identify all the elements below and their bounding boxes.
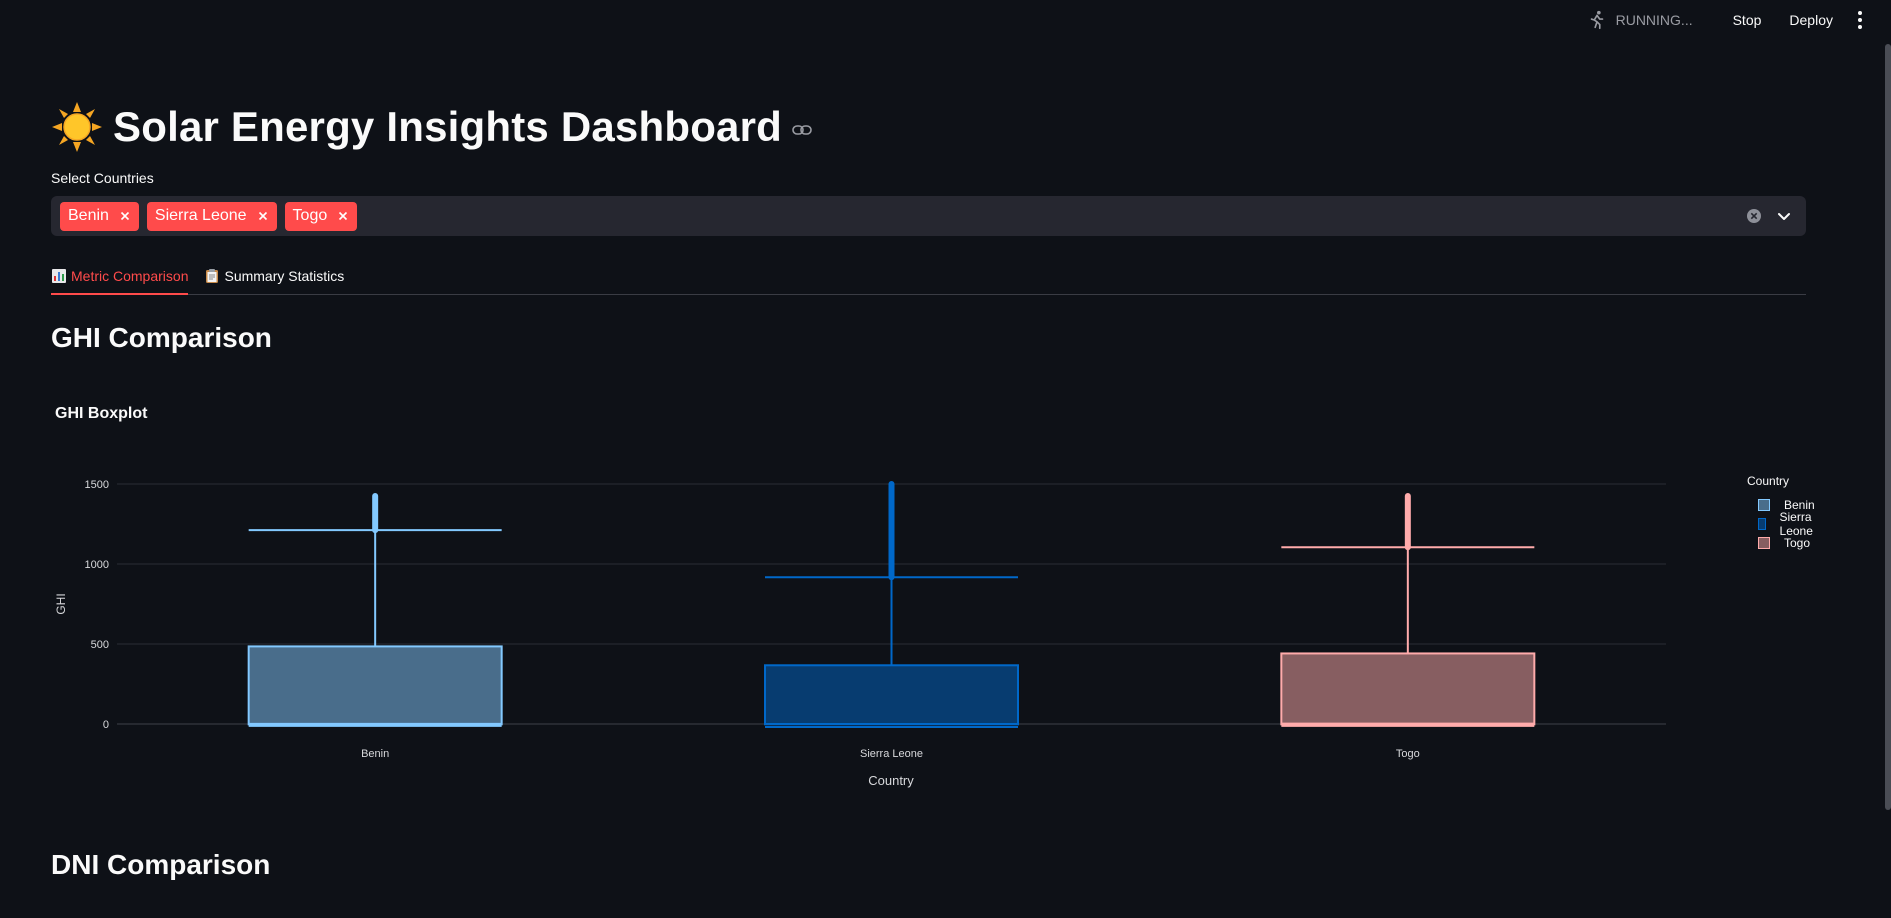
clear-all-icon[interactable]: [1746, 208, 1762, 224]
page-header: Solar Energy Insights Dashboard: [51, 96, 812, 158]
box: [247, 645, 503, 726]
tab-metric-comparison[interactable]: Metric Comparison: [51, 258, 189, 295]
legend-item-benin[interactable]: Benin: [1758, 495, 1817, 514]
chart-title: GHI Boxplot: [55, 405, 148, 422]
x-tick-label: Benin: [361, 748, 389, 760]
tab-label: Summary Statistics: [224, 268, 345, 284]
y-axis-label: GHI: [54, 593, 68, 614]
tab-bar: Metric Comparison Summary Statistics: [51, 258, 1806, 295]
ghi-heading: GHI Comparison: [51, 322, 272, 353]
sun-icon: [52, 102, 102, 152]
chip-benin[interactable]: Benin: [60, 201, 139, 231]
chip-label: Benin: [68, 207, 109, 224]
app-toolbar: RUNNING... Stop Deploy: [1586, 0, 1891, 40]
legend-swatch: [1758, 536, 1770, 549]
legend-title: Country: [1747, 474, 1790, 488]
chip-label: Togo: [292, 207, 328, 224]
legend-label: Benin: [1784, 497, 1815, 512]
clipboard-icon: [206, 269, 219, 283]
y-tick-label: 1000: [85, 559, 109, 571]
country-select-label: Select Countries: [51, 170, 154, 186]
bar-chart-icon: [52, 269, 66, 283]
chip-sierra-leone[interactable]: Sierra Leone: [146, 201, 277, 231]
multiselect-controls: [1746, 208, 1806, 224]
y-tick-label: 1500: [85, 479, 109, 491]
ghi-boxplot: 0 500 1000 1500 GHI Country Benin Sierra Leone T…: [54, 479, 1666, 788]
chip-label: Sierra Leone: [154, 207, 247, 224]
x-tick-label: Sierra Leone: [860, 748, 923, 760]
box: [763, 664, 1020, 726]
running-status: RUNNING...: [1586, 9, 1693, 31]
legend-item-sierra-leone[interactable]: Sierra Leone: [1758, 510, 1817, 538]
box: [1280, 652, 1536, 726]
stop-button[interactable]: Stop: [1723, 6, 1772, 34]
tab-label: Metric Comparison: [71, 268, 189, 284]
y-tick-label: 0: [103, 719, 109, 731]
running-man-icon: [1590, 10, 1603, 30]
legend-swatch: [1758, 517, 1766, 530]
x-tick-label: Togo: [1396, 748, 1420, 760]
remove-chip-icon[interactable]: [119, 210, 131, 222]
legend-swatch: [1758, 498, 1770, 511]
tab-summary-statistics[interactable]: Summary Statistics: [204, 258, 344, 294]
legend-label: Togo: [1784, 535, 1811, 550]
page-scrollbar[interactable]: [1885, 44, 1891, 810]
legend-label: Sierra Leone: [1779, 509, 1813, 538]
running-label: RUNNING...: [1615, 12, 1693, 28]
dni-heading: DNI Comparison: [51, 849, 271, 880]
deploy-button[interactable]: Deploy: [1779, 6, 1843, 34]
x-axis-label: Country: [868, 773, 914, 788]
remove-chip-icon[interactable]: [257, 210, 269, 222]
main-menu-icon[interactable]: [1851, 9, 1869, 31]
chevron-down-icon[interactable]: [1776, 208, 1792, 224]
anchor-link-icon[interactable]: [792, 123, 812, 137]
chip-togo[interactable]: Togo: [284, 201, 358, 231]
legend-item-togo[interactable]: Togo: [1758, 533, 1817, 552]
chart-legend: Country Benin Sierra Leone Togo: [1747, 474, 1817, 552]
page-title: Solar Energy Insights Dashboard: [113, 103, 783, 150]
remove-chip-icon[interactable]: [337, 210, 349, 222]
y-tick-label: 500: [91, 639, 109, 651]
country-multiselect[interactable]: Benin Sierra Leone Togo: [51, 196, 1806, 236]
